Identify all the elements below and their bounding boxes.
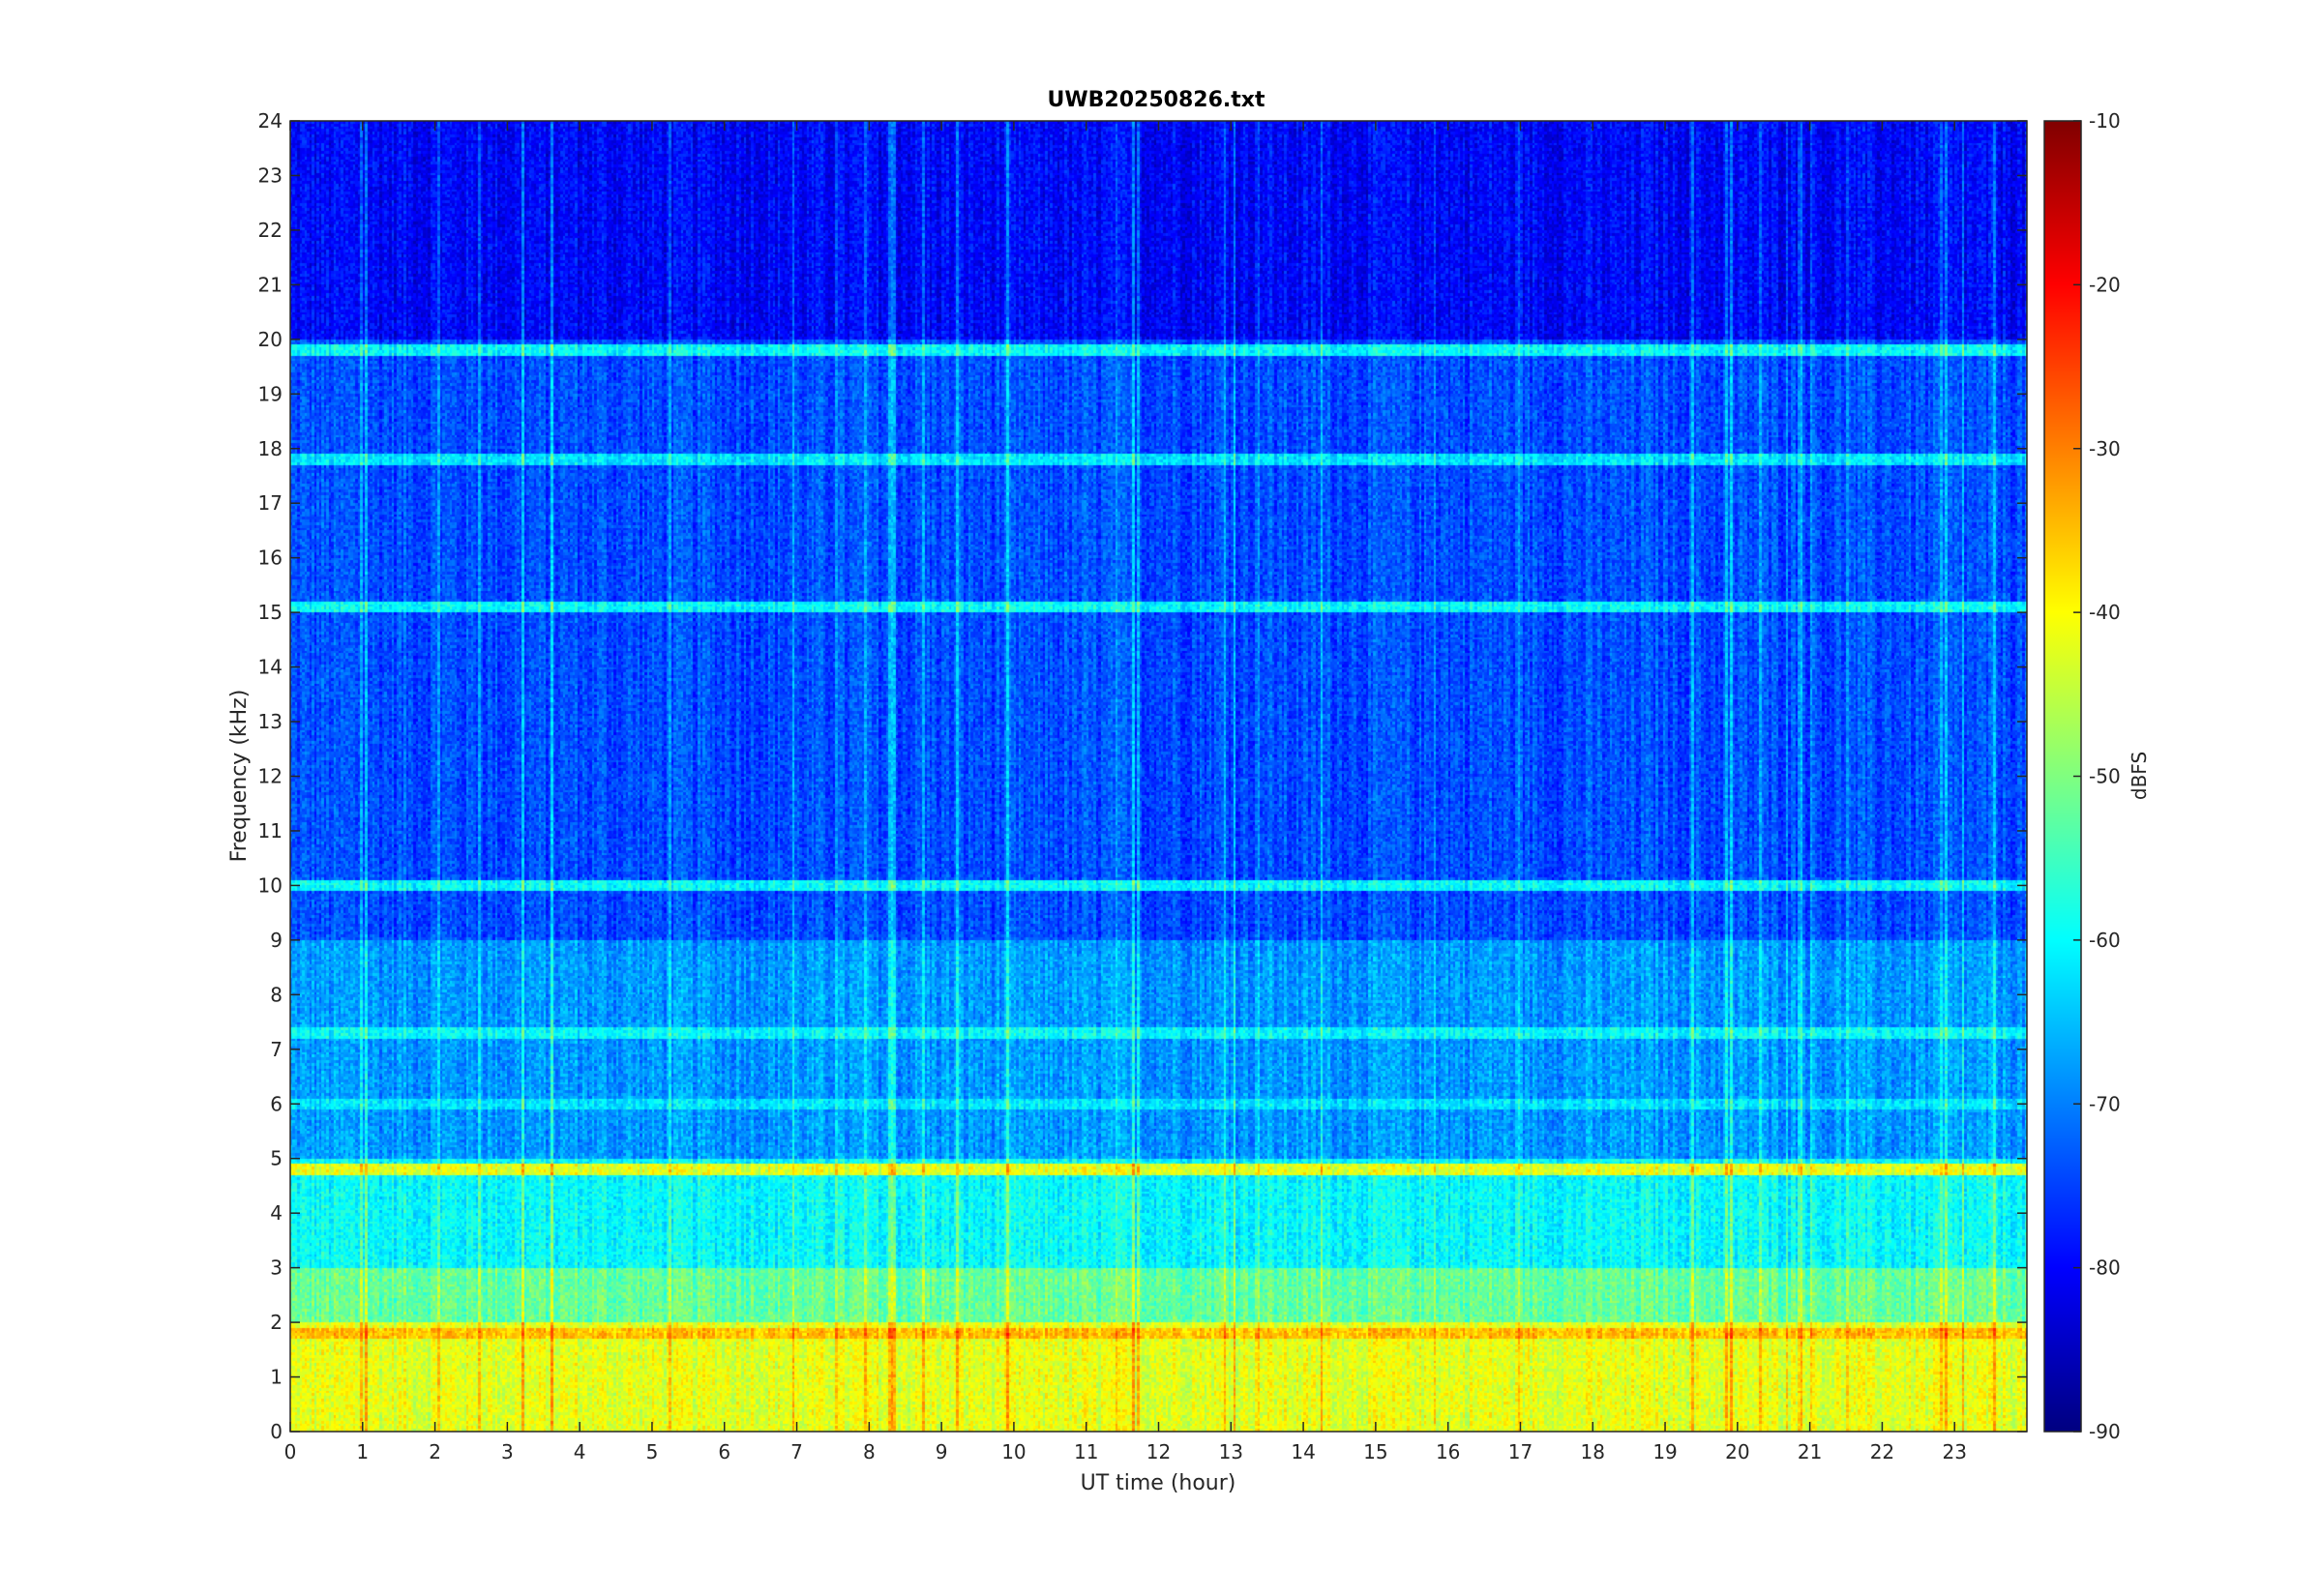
colorbar-tick-label: -50 <box>2089 765 2121 788</box>
y-tick-label: 14 <box>258 656 283 679</box>
x-tick-label: 13 <box>1219 1440 1243 1463</box>
colorbar-tick-label: -80 <box>2089 1256 2121 1280</box>
y-tick-label: 1 <box>270 1366 283 1389</box>
y-tick-label: 4 <box>270 1201 283 1225</box>
colorbar-tick-label: -30 <box>2089 437 2121 460</box>
x-axis-label: UT time (hour) <box>1081 1471 1236 1495</box>
plot-area <box>289 120 2028 1433</box>
x-axis-ticks: 0 1 2 3 4 5 6 7 8 9 10 11 12 13 14 15 16 17 18 19 20 21 22 23 <box>284 121 1967 1463</box>
y-tick-label: 9 <box>270 929 283 952</box>
x-tick-label: 3 <box>501 1440 514 1463</box>
y-tick-label: 6 <box>270 1092 283 1115</box>
colorbar-tick-label: -20 <box>2089 273 2121 296</box>
y-tick-label: 0 <box>270 1420 283 1443</box>
colorbar-label: dBFS <box>2128 752 2151 800</box>
y-tick-label: 24 <box>258 109 283 133</box>
spectrogram-image <box>290 121 2027 1432</box>
y-tick-label: 15 <box>258 601 283 624</box>
y-tick-label: 21 <box>258 273 283 296</box>
colorbar-ticks: -10 -20 -30 -40 -50 -60 -70 -80 -90 <box>2073 109 2121 1443</box>
x-tick-label: 15 <box>1363 1440 1387 1463</box>
y-tick-label: 20 <box>258 328 283 351</box>
y-tick-label: 18 <box>258 437 283 460</box>
x-tick-label: 2 <box>429 1440 441 1463</box>
y-tick-label: 13 <box>258 710 283 733</box>
x-tick-label: 0 <box>284 1440 297 1463</box>
x-tick-label: 10 <box>1001 1440 1026 1463</box>
y-tick-label: 22 <box>258 219 283 242</box>
x-tick-label: 23 <box>1942 1440 1966 1463</box>
x-tick-label: 6 <box>718 1440 730 1463</box>
y-tick-label: 5 <box>270 1147 283 1170</box>
chart-title: UWB20250826.txt <box>1048 88 1265 112</box>
y-tick-label: 16 <box>258 547 283 570</box>
colorbar-tick-label: -10 <box>2089 109 2121 133</box>
x-tick-label: 21 <box>1798 1440 1822 1463</box>
colorbar-tick-label: -90 <box>2089 1420 2121 1443</box>
x-tick-label: 4 <box>574 1440 586 1463</box>
x-tick-label: 22 <box>1870 1440 1894 1463</box>
x-tick-label: 5 <box>646 1440 659 1463</box>
y-tick-label: 11 <box>258 819 283 842</box>
colorbar-tick-label: -60 <box>2089 929 2121 952</box>
colorbar-tick-label: -70 <box>2089 1092 2121 1115</box>
y-tick-label: 8 <box>270 983 283 1006</box>
x-tick-label: 8 <box>863 1440 876 1463</box>
x-tick-label: 18 <box>1581 1440 1605 1463</box>
x-tick-label: 9 <box>936 1440 948 1463</box>
y-tick-label: 17 <box>258 491 283 515</box>
x-tick-label: 12 <box>1146 1440 1171 1463</box>
x-tick-label: 14 <box>1291 1440 1315 1463</box>
y-tick-label: 19 <box>258 382 283 405</box>
y-tick-label: 7 <box>270 1038 283 1061</box>
y-tick-label: 2 <box>270 1311 283 1334</box>
y-tick-label: 3 <box>270 1256 283 1280</box>
colorbar-tick-label: -40 <box>2089 601 2121 624</box>
x-tick-label: 19 <box>1652 1440 1677 1463</box>
x-tick-label: 16 <box>1436 1440 1460 1463</box>
y-tick-label: 10 <box>258 873 283 897</box>
x-tick-label: 20 <box>1725 1440 1749 1463</box>
y-tick-label: 23 <box>258 163 283 187</box>
y-tick-label: 12 <box>258 765 283 788</box>
colorbar: -10 -20 -30 -40 -50 -60 -70 -80 -90 dBFS <box>2043 109 2151 1443</box>
x-tick-label: 1 <box>356 1440 369 1463</box>
x-tick-label: 7 <box>790 1440 803 1463</box>
y-axis-label: Frequency (kHz) <box>227 690 252 863</box>
x-tick-label: 11 <box>1074 1440 1098 1463</box>
x-tick-label: 17 <box>1508 1440 1533 1463</box>
